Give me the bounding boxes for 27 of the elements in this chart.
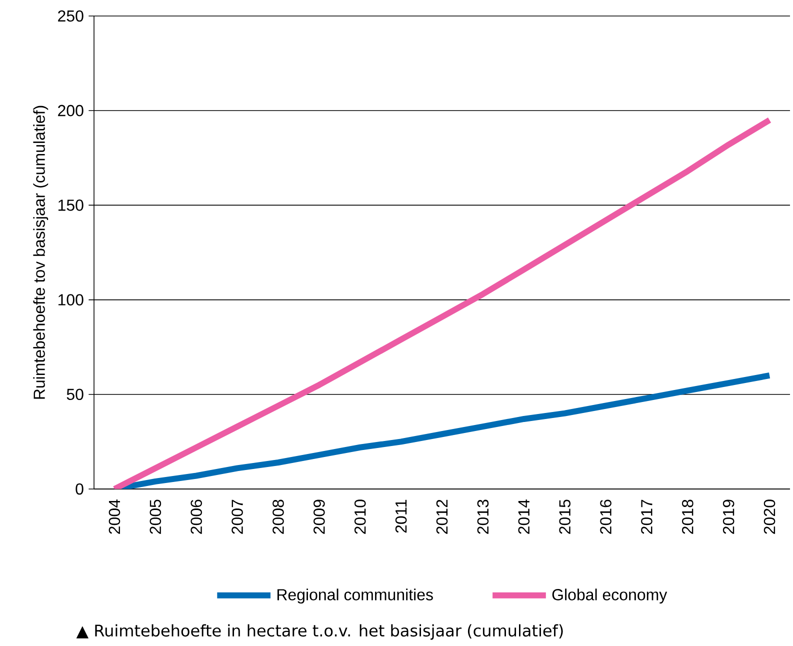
x-tick-label: 2020: [764, 500, 776, 534]
x-tick-label: 2018: [682, 500, 694, 534]
x-tick-label: 2016: [600, 500, 612, 534]
x-tick-label: 2019: [722, 500, 734, 534]
x-tick-label: 2015: [559, 500, 570, 534]
x-tick-label: 2006: [190, 500, 202, 534]
x-tick-label: 2012: [436, 500, 448, 534]
x-tick-label: 2004: [108, 500, 120, 534]
y-tick-label: 0: [76, 483, 84, 495]
legend-label: Global economy: [552, 588, 668, 604]
y-tick-label: 50: [66, 388, 84, 400]
x-tick-label: 2014: [518, 500, 530, 534]
x-tick-label: 2011: [395, 500, 407, 533]
x-tick-label: 2008: [272, 500, 284, 534]
x-tick-label: 2013: [477, 500, 489, 534]
legend-label: Regional communities: [277, 588, 433, 604]
x-tick-label: 2009: [314, 500, 325, 534]
y-tick-label: 250: [58, 10, 84, 22]
y-tick-label: 100: [58, 294, 84, 306]
x-tick-label: 2005: [150, 500, 162, 534]
x-tick-label: 2007: [232, 500, 243, 534]
x-tick-label: 2017: [641, 500, 652, 534]
y-tick-label: 150: [58, 200, 84, 211]
y-axis-title: Ruimtebehoefte tov basisjaar (cumulatief): [33, 106, 48, 399]
text: ▲ Ruimtebehoefte in hectare t.o.v. het basisjaar (cumulatief): [76, 624, 563, 640]
x-tick-label: 2010: [354, 500, 366, 534]
y-tick-label: 200: [58, 104, 84, 116]
